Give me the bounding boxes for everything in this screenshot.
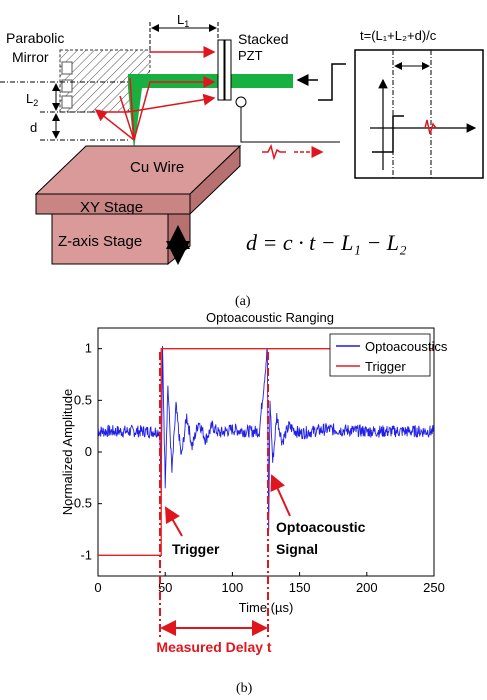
- mirror-label: Mirror: [12, 49, 49, 65]
- trigger-annotation: Trigger: [172, 541, 220, 557]
- pzt-label: PZT: [238, 48, 263, 63]
- y-tick-label: 1: [85, 341, 92, 356]
- scope-inset: [354, 49, 484, 179]
- x-tick-label: 50: [158, 580, 172, 595]
- optoacoustic-annotation: Optoacoustic: [276, 519, 366, 535]
- measured-delay-label: Measured Delay t: [156, 639, 271, 655]
- y-tick-label: 0: [85, 444, 92, 459]
- axis-ticks: 0 50 100 150 200 250 1 0.5 0 -0.5 -1: [70, 341, 445, 595]
- y-axis-label: Normalized Amplitude: [60, 389, 75, 515]
- series-group: [97, 345, 435, 556]
- l2-label: L2: [26, 91, 38, 108]
- series-optoacoustics-line: [97, 345, 435, 531]
- x-tick-label: 100: [222, 580, 244, 595]
- d-label: d: [30, 120, 37, 135]
- xy-stage-label: XY Stage: [80, 199, 143, 216]
- chart-b: Optoacoustic Ranging 0 50 100 150 200 250 1 0.5…: [60, 310, 448, 696]
- x-tick-label: 200: [356, 580, 378, 595]
- y-tick-label: -0.5: [70, 496, 92, 511]
- stacked-label: Stacked: [238, 31, 289, 47]
- mirror-notches: [61, 61, 73, 109]
- legend-trigger: Trigger: [365, 359, 406, 374]
- x-axis-label: Time (µs): [239, 600, 294, 615]
- caption-b: (b): [236, 681, 253, 696]
- x-tick-label: 150: [289, 580, 311, 595]
- inset-formula: t=(L₁+L₂+d)/c: [360, 28, 437, 43]
- y-tick-label: 0.5: [74, 392, 92, 407]
- legend: Optoacoustics Trigger: [329, 333, 448, 377]
- signal-annotation: Signal: [276, 541, 318, 557]
- caption-a: (a): [235, 294, 251, 309]
- x-tick-label: 250: [423, 580, 445, 595]
- cu-wire-label: Cu Wire: [130, 159, 184, 176]
- l1-label: L1: [177, 12, 189, 29]
- legend-optoacoustics: Optoacoustics: [365, 339, 448, 354]
- trigger-step-icon: [318, 63, 346, 101]
- chart-title: Optoacoustic Ranging: [206, 310, 334, 325]
- equation: d = c · t − L₁ − L₂: [246, 230, 407, 255]
- output-wave-icon: [262, 143, 286, 161]
- z-stage-label: Z-axis Stage: [58, 233, 142, 250]
- diagram-a: L1 Parabolic Mirror L2 d Stacked PZT: [0, 12, 484, 309]
- parabolic-label: Parabolic: [6, 30, 64, 46]
- x-tick-label: 0: [94, 580, 101, 595]
- stacked-pzt: [217, 39, 340, 143]
- acoustic-paths: [94, 46, 216, 141]
- series-trigger-line: [98, 348, 434, 556]
- y-tick-label: -1: [80, 547, 92, 562]
- laser-beam: [128, 74, 293, 88]
